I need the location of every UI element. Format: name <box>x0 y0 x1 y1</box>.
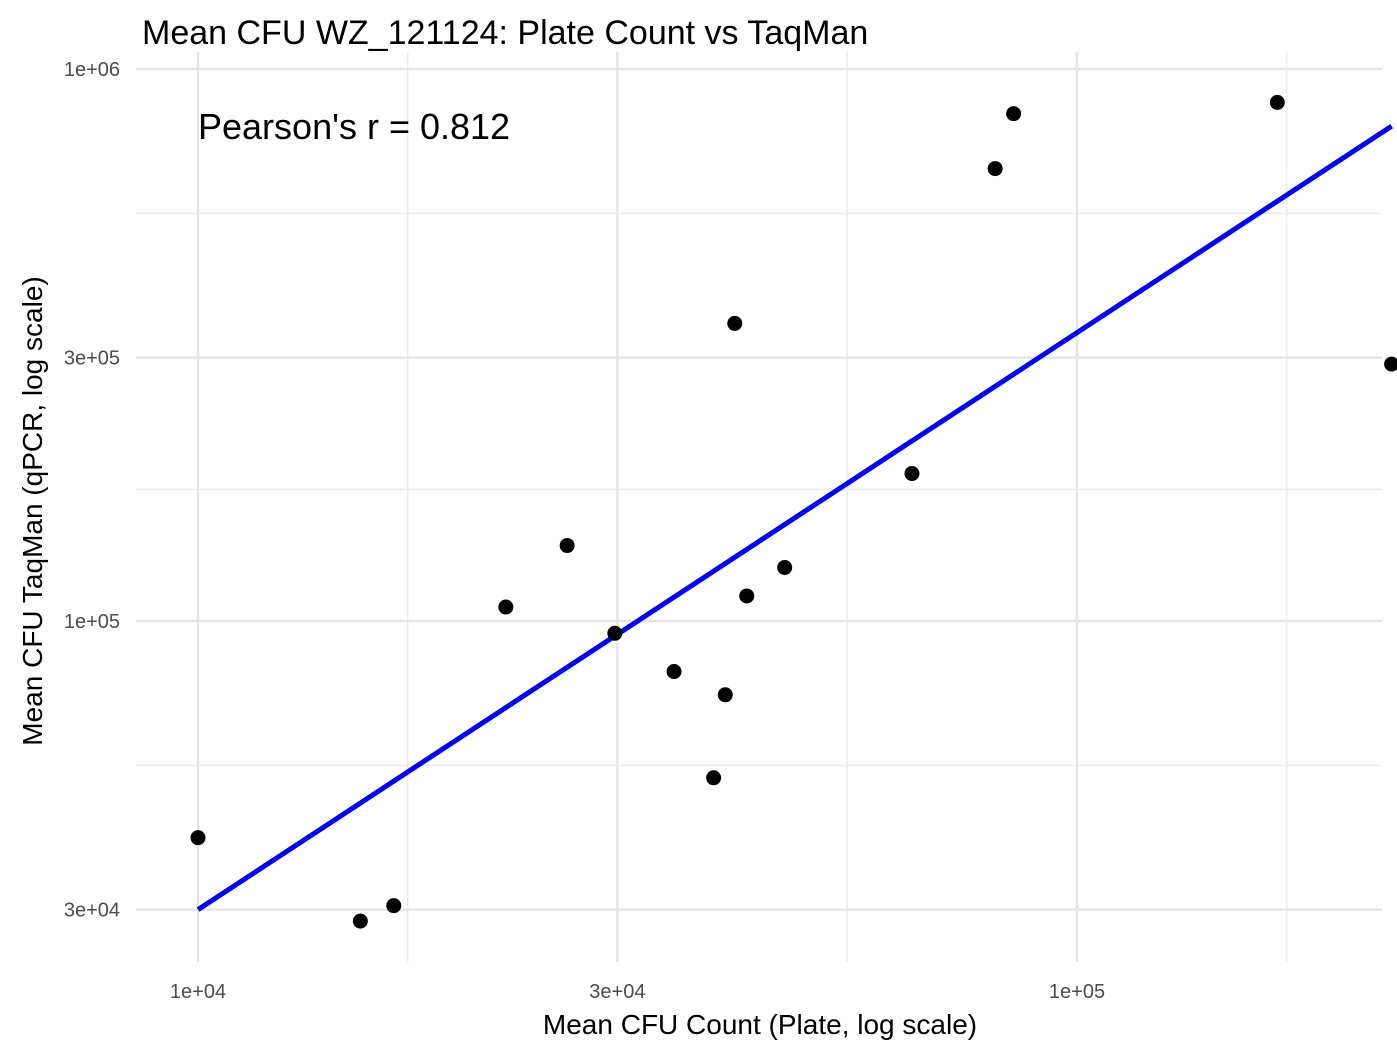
points-layer <box>190 94 1397 929</box>
y-tick-labels: 3e+04 1e+05 3e+05 1e+06 <box>64 59 120 922</box>
data-point <box>386 898 402 914</box>
y-tick-label: 3e+04 <box>64 900 120 922</box>
y-tick-label: 3e+05 <box>64 348 120 370</box>
data-point <box>352 913 368 929</box>
correlation-annotation: Pearson's r = 0.812 <box>198 106 510 147</box>
chart-title: Mean CFU WZ_121124: Plate Count vs TaqMa… <box>142 14 868 52</box>
data-point <box>498 599 514 615</box>
data-point <box>1269 94 1285 110</box>
data-point <box>706 770 722 786</box>
x-axis-title: Mean CFU Count (Plate, log scale) <box>543 1009 977 1040</box>
data-point <box>739 588 755 604</box>
data-point <box>559 538 575 554</box>
fit-line-layer <box>196 124 1393 912</box>
data-point <box>717 687 733 703</box>
y-tick-label: 1e+06 <box>64 59 120 81</box>
data-point <box>607 625 623 641</box>
fit-line <box>196 124 1393 912</box>
y-tick-label: 1e+05 <box>64 611 120 633</box>
x-tick-label: 3e+04 <box>589 981 645 1003</box>
data-point <box>1384 356 1397 372</box>
grid <box>136 52 1382 962</box>
data-point <box>777 560 793 576</box>
x-tick-label: 1e+05 <box>1049 981 1105 1003</box>
y-axis-title: Mean CFU TaqMan (qPCR, log scale) <box>17 276 48 745</box>
data-point <box>666 664 682 680</box>
x-tick-labels: 1e+04 3e+04 1e+05 <box>170 981 1105 1003</box>
data-point <box>1006 106 1022 122</box>
data-point <box>190 830 206 846</box>
data-point <box>727 315 743 331</box>
x-tick-label: 1e+04 <box>170 981 226 1003</box>
data-point <box>904 466 920 482</box>
data-point <box>987 161 1003 177</box>
